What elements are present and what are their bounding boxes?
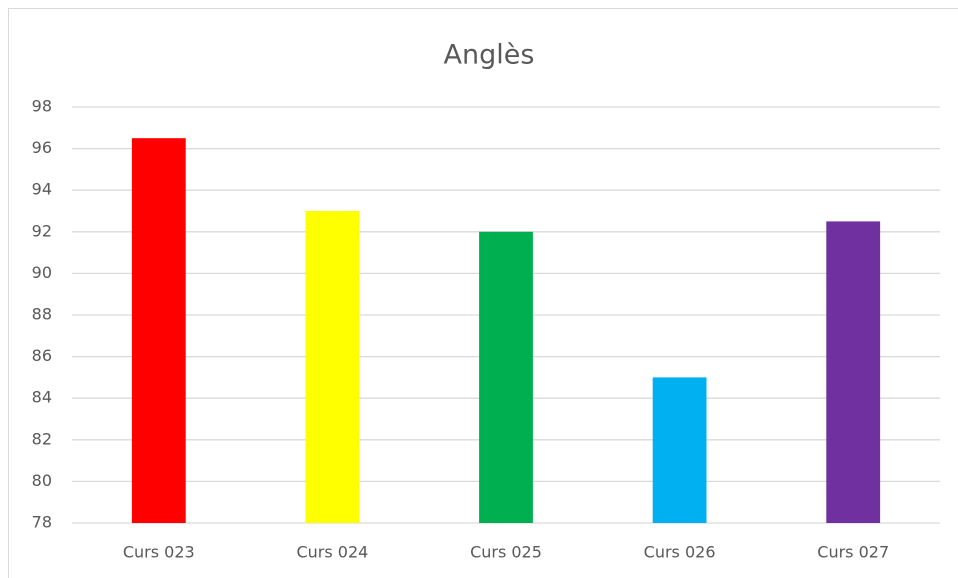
bar [305,211,360,523]
y-tick-label: 84 [32,388,52,407]
chart-title: Anglès [444,40,535,71]
x-tick-label: Curs 026 [644,543,716,562]
y-tick-label: 82 [32,429,52,448]
y-tick-label: 92 [32,221,52,240]
y-tick-label: 96 [32,138,52,157]
bar [479,231,533,524]
bar [131,138,186,523]
y-tick-label: 98 [32,97,52,116]
y-tick-label: 78 [32,513,52,532]
bar [652,377,707,523]
x-tick-label: Curs 025 [470,543,542,562]
y-tick-label: 86 [32,346,52,365]
x-tick-label: Curs 024 [296,543,368,562]
bar [826,221,881,523]
y-tick-label: 80 [32,471,52,490]
x-tick-label: Curs 027 [817,543,889,562]
y-tick-label: 94 [32,180,52,199]
x-tick-label: Curs 023 [123,543,195,562]
y-tick-label: 88 [32,305,52,324]
y-tick-label: 90 [32,263,52,282]
